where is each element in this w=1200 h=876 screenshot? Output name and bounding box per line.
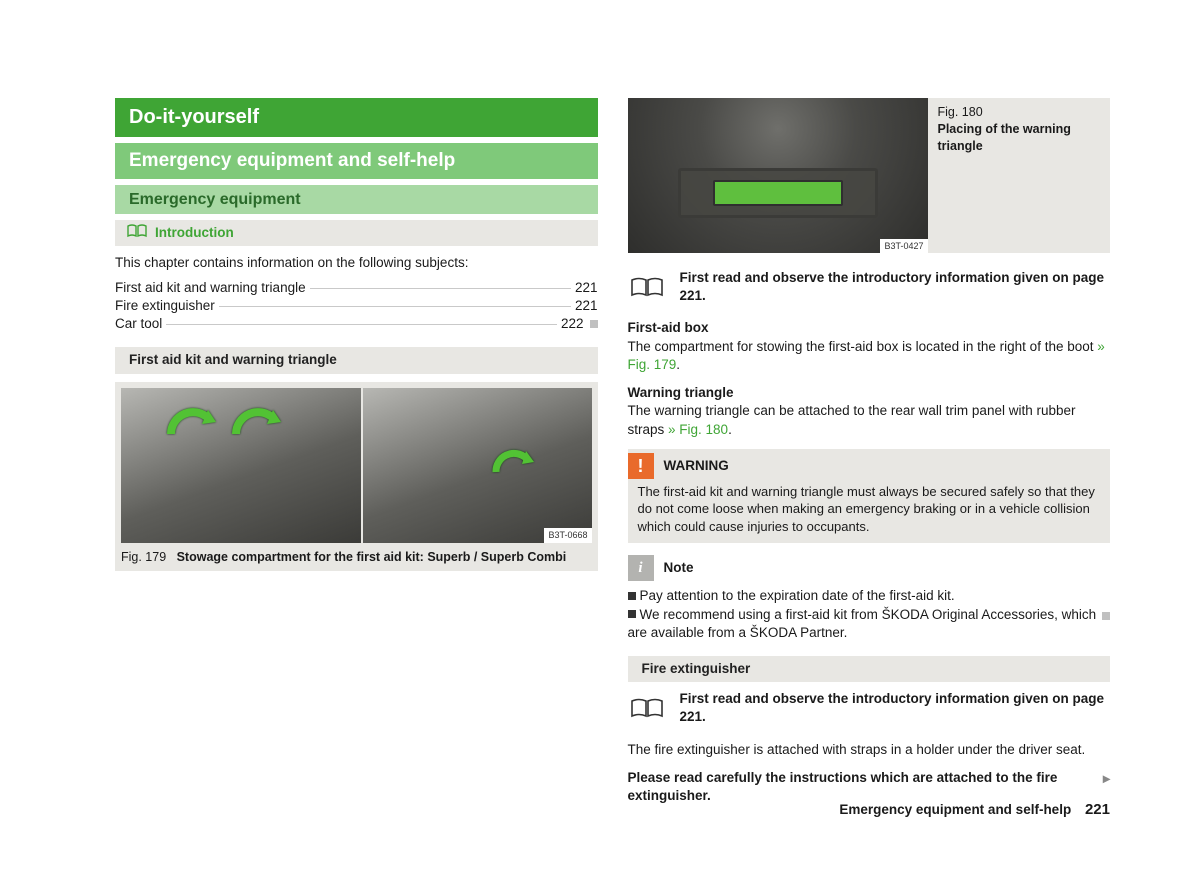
first-aid-section: First-aid box The compartment for stowin…: [628, 319, 1111, 374]
page-footer: Emergency equipment and self-help 221: [839, 800, 1110, 820]
page-two-column: Do-it-yourself Emergency equipment and s…: [115, 98, 1110, 815]
fire-extinguisher-p1: The fire extinguisher is attached with s…: [628, 741, 1111, 759]
figure-180: B3T-0427 Fig. 180 Placing of the warning…: [628, 98, 1111, 253]
warning-triangle-heading: Warning triangle: [628, 384, 1111, 402]
note-title: Note: [664, 559, 694, 577]
read-first-text: First read and observe the introductory …: [680, 269, 1111, 305]
first-aid-heading: First-aid box: [628, 319, 1111, 337]
arrow-icon: [231, 406, 281, 445]
bullet-icon: [628, 610, 636, 618]
warning-header: ! WARNING: [628, 449, 1111, 479]
footer-title: Emergency equipment and self-help: [839, 802, 1071, 817]
figure-180-caption: Fig. 180 Placing of the warning triangle: [938, 98, 1105, 253]
list-text: We recommend using a first-aid kit from …: [628, 607, 1097, 640]
intro-paragraph: This chapter contains information on the…: [115, 254, 598, 272]
figure-179-caption: Fig. 179 Stowage compartment for the fir…: [121, 549, 592, 566]
list-item: We recommend using a first-aid kit from …: [628, 606, 1111, 642]
toc-page: 221: [575, 279, 598, 297]
introduction-header: Introduction: [115, 220, 598, 246]
first-aid-text: The compartment for stowing the first-ai…: [628, 339, 1098, 354]
figure-number: Fig. 180: [938, 104, 1105, 121]
note-header: i Note: [628, 555, 1111, 581]
figure-179-images: B3T-0668: [121, 388, 592, 543]
figure-text: Placing of the warning triangle: [938, 121, 1105, 155]
list-text: Pay attention to the expiration date of …: [640, 588, 955, 603]
figure-number: Fig. 179: [121, 550, 166, 564]
toc-label: Car tool: [115, 315, 162, 333]
heading-level1: Do-it-yourself: [115, 98, 598, 137]
book-icon: [630, 697, 664, 719]
figure-179-photo-left: [121, 388, 361, 543]
fire-extinguisher-p2-text: Please read carefully the instructions w…: [628, 770, 1058, 803]
fig-180-crossref[interactable]: » Fig. 180: [668, 422, 728, 437]
introduction-label: Introduction: [155, 225, 234, 240]
figure-text: Stowage compartment for the first aid ki…: [177, 550, 567, 564]
toc-leader: [310, 288, 571, 289]
figure-179-photo-right: B3T-0668: [363, 388, 592, 543]
section-heading-fire-extinguisher: Fire extinguisher: [628, 656, 1111, 682]
figure-179: B3T-0668 Fig. 179 Stowage compartment fo…: [115, 382, 598, 572]
figure-180-photo: B3T-0427: [628, 98, 928, 253]
toc-page: 221: [575, 297, 598, 315]
warning-title: WARNING: [664, 457, 729, 475]
page-number: 221: [1085, 801, 1110, 818]
note-list: Pay attention to the expiration date of …: [628, 587, 1111, 642]
section-heading-first-aid: First aid kit and warning triangle: [115, 347, 598, 373]
toc-label: First aid kit and warning triangle: [115, 279, 306, 297]
info-icon: i: [628, 555, 654, 581]
read-first-notice: First read and observe the introductory …: [630, 690, 1111, 726]
arrow-icon: [166, 406, 216, 445]
continuation-marker: ▸: [1103, 769, 1110, 788]
image-code: B3T-0427: [880, 239, 927, 253]
toc-row: Car tool 222: [115, 315, 598, 333]
heading-level2: Emergency equipment and self-help: [115, 143, 598, 179]
list-item: Pay attention to the expiration date of …: [628, 587, 1111, 605]
warning-body: The first-aid kit and warning triangle m…: [628, 479, 1111, 544]
warning-block: ! WARNING The first-aid kit and warning …: [628, 449, 1111, 544]
toc-row: Fire extinguisher 221: [115, 297, 598, 315]
toc-leader: [219, 306, 571, 307]
toc-row: First aid kit and warning triangle 221: [115, 279, 598, 297]
section-end-marker: [1102, 612, 1110, 620]
warning-triangle-section: Warning triangle The warning triangle ca…: [628, 384, 1111, 439]
right-column: B3T-0427 Fig. 180 Placing of the warning…: [628, 98, 1111, 815]
warning-icon: !: [628, 453, 654, 479]
book-icon: [630, 276, 664, 298]
toc-page: 222: [561, 315, 584, 333]
bullet-icon: [628, 592, 636, 600]
book-icon: [127, 224, 147, 238]
section-end-marker: [590, 320, 598, 328]
table-of-contents: First aid kit and warning triangle 221 F…: [115, 279, 598, 334]
toc-label: Fire extinguisher: [115, 297, 215, 315]
read-first-notice: First read and observe the introductory …: [630, 269, 1111, 305]
arrow-icon: [490, 448, 534, 483]
read-first-text: First read and observe the introductory …: [680, 690, 1111, 726]
heading-level3: Emergency equipment: [115, 185, 598, 215]
left-column: Do-it-yourself Emergency equipment and s…: [115, 98, 598, 815]
image-code: B3T-0668: [544, 528, 591, 542]
toc-leader: [166, 324, 557, 325]
figure-triangle-shape: [713, 180, 843, 206]
